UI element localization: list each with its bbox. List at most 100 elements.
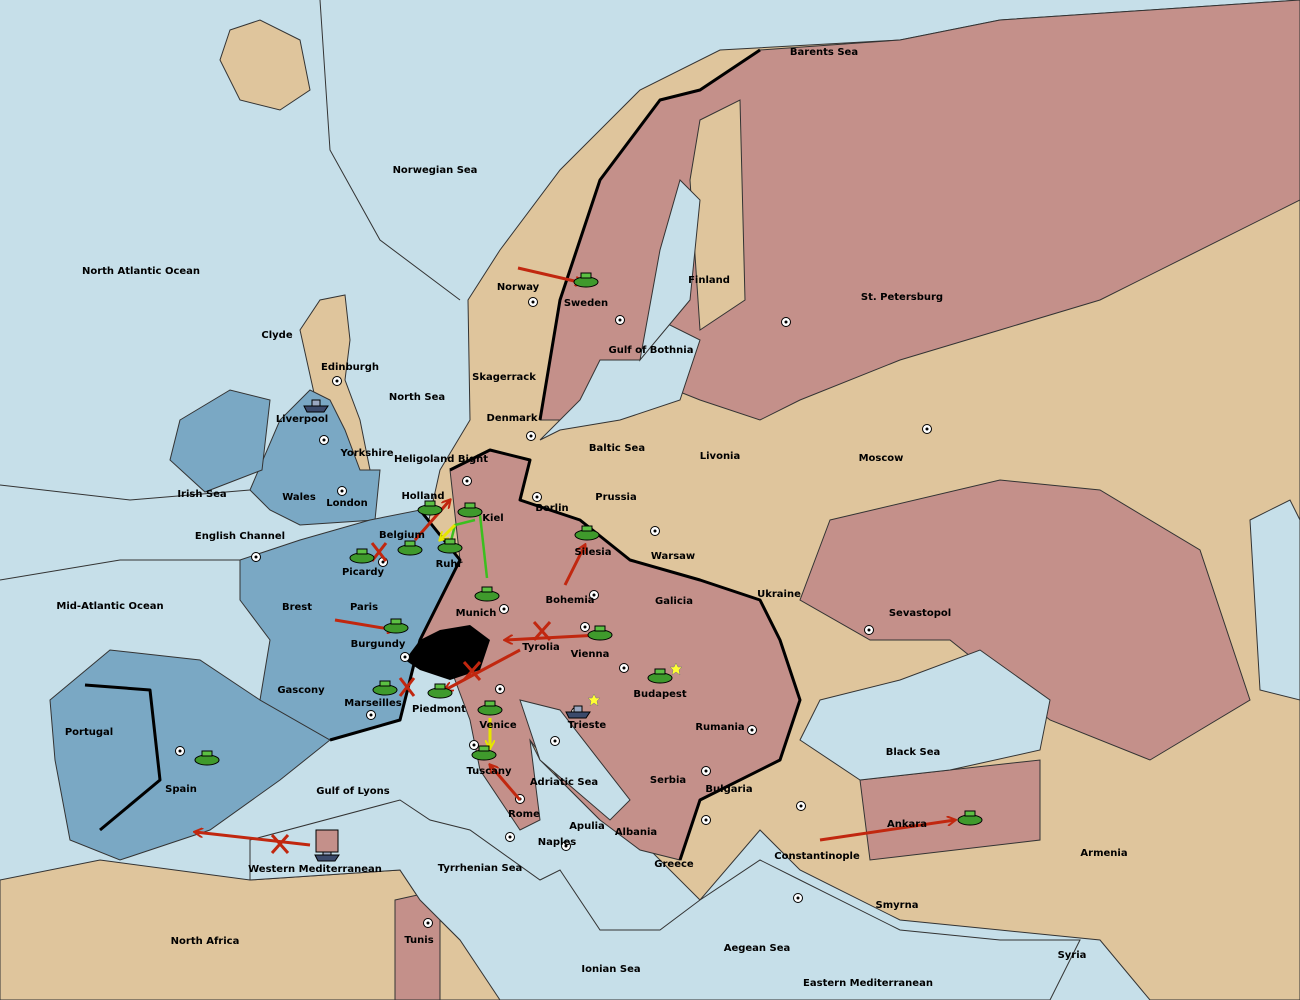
region-label: Skagerrack: [472, 372, 536, 383]
units: [194, 272, 983, 862]
region-label: Western Mediterranean: [248, 864, 382, 875]
orders: [195, 266, 955, 854]
army-turret: [654, 668, 666, 675]
region-label: Tyrrhenian Sea: [438, 863, 523, 874]
supply-center-dot: [340, 489, 344, 493]
region-label: St. Petersburg: [861, 292, 943, 303]
region-label: Albania: [615, 827, 657, 838]
supply-center-dot: [426, 921, 430, 925]
region-label: Gulf of Lyons: [316, 786, 389, 797]
region-label: Apulia: [569, 821, 605, 832]
region-label: Finland: [688, 275, 730, 286]
army-turret: [481, 586, 493, 593]
supply-center-dot: [750, 728, 754, 732]
convoy-arrow: [440, 523, 457, 540]
region-label: Tunis: [404, 935, 433, 946]
region-label: Munich: [456, 608, 497, 619]
region-label: North Sea: [389, 392, 445, 403]
supply-center-dot: [653, 529, 657, 533]
army-turret: [464, 502, 476, 509]
star: [669, 662, 683, 676]
border: [84, 683, 162, 832]
region-label: Burgundy: [351, 639, 406, 650]
army-turret: [379, 680, 391, 687]
supply-center-dot: [583, 625, 587, 629]
region-label: Brest: [282, 602, 312, 613]
supply-center-dot: [529, 434, 533, 438]
inner-seas: [249, 179, 1300, 1000]
region-label: Picardy: [342, 567, 385, 578]
supply-center-dot: [322, 438, 326, 442]
supply-center-dot: [796, 896, 800, 900]
supply-center-dot: [784, 320, 788, 324]
supply-center-dot: [335, 379, 339, 383]
supply-center-dot: [553, 739, 557, 743]
region-label: Wales: [282, 492, 316, 503]
region-label: Sweden: [564, 298, 608, 309]
order-arrow: [505, 633, 601, 640]
region-label: Belgium: [379, 530, 425, 541]
region-label: Mid-Atlantic Ocean: [56, 601, 163, 612]
caspian: [1249, 499, 1300, 701]
army-turret: [404, 540, 416, 547]
region-label: Kiel: [482, 513, 503, 524]
order-arrow: [517, 266, 583, 283]
region-label: Syria: [1058, 950, 1087, 961]
labels: Barents Sea Norwegian Sea North Atlantic O…: [56, 47, 1127, 989]
region-label: Bohemia: [546, 595, 595, 606]
region-label: Bulgaria: [705, 784, 752, 795]
fleet-tower: [311, 399, 321, 407]
region-label: Gulf of Bothnia: [609, 345, 694, 356]
army-turret: [356, 548, 368, 555]
supply-center-dot: [508, 835, 512, 839]
region-label: Trieste: [568, 720, 607, 731]
region-label: Constantinople: [774, 851, 860, 862]
region-label: Yorkshire: [340, 448, 394, 459]
region-label: Eastern Mediterranean: [803, 978, 933, 989]
black-sea: [799, 649, 1051, 781]
supply-center-dot: [502, 607, 506, 611]
region-label: Tyrolia: [522, 642, 560, 653]
region-label: Greece: [654, 859, 694, 870]
supply-center-dot: [254, 555, 258, 559]
supply-center-dot: [369, 713, 373, 717]
army-turret: [424, 500, 436, 507]
region-label: Rome: [508, 809, 540, 820]
adriatic: [519, 699, 631, 821]
supply-center-dot: [472, 743, 476, 747]
supply-center-dot: [403, 655, 407, 659]
region-label: Holland: [401, 491, 444, 502]
land-finland: [689, 99, 746, 331]
region-label: Ionian Sea: [581, 964, 640, 975]
region-label: Berlin: [535, 503, 568, 514]
region-label: Moscow: [859, 453, 904, 464]
army-turret: [580, 272, 592, 279]
region-label: Spain: [165, 784, 197, 795]
supply-center-dot: [799, 804, 803, 808]
region-label: Naples: [538, 837, 576, 848]
region-label: Irish Sea: [177, 489, 226, 500]
region-label: Liverpool: [276, 414, 328, 425]
border: [0, 559, 240, 581]
supply-center-dot: [465, 479, 469, 483]
region-label: Clyde: [261, 330, 292, 341]
supply-center-dot: [535, 495, 539, 499]
mediterranean: [249, 799, 1081, 1000]
army-turret: [444, 538, 456, 545]
border: [319, 0, 461, 301]
region-label: Heligoland Bight: [394, 454, 488, 465]
region-label: Baltic Sea: [589, 443, 645, 454]
supply-center-dot: [704, 769, 708, 773]
land-england: [249, 389, 381, 526]
army-turret: [390, 618, 402, 625]
star: [587, 693, 601, 707]
fleet: [565, 711, 591, 719]
land-sevastopol: [799, 479, 1251, 761]
region-label: Smyrna: [876, 900, 919, 911]
army-turret: [478, 745, 490, 752]
army-turret: [964, 810, 976, 817]
order-arrow: [819, 820, 955, 842]
fleet-tower: [573, 705, 583, 713]
